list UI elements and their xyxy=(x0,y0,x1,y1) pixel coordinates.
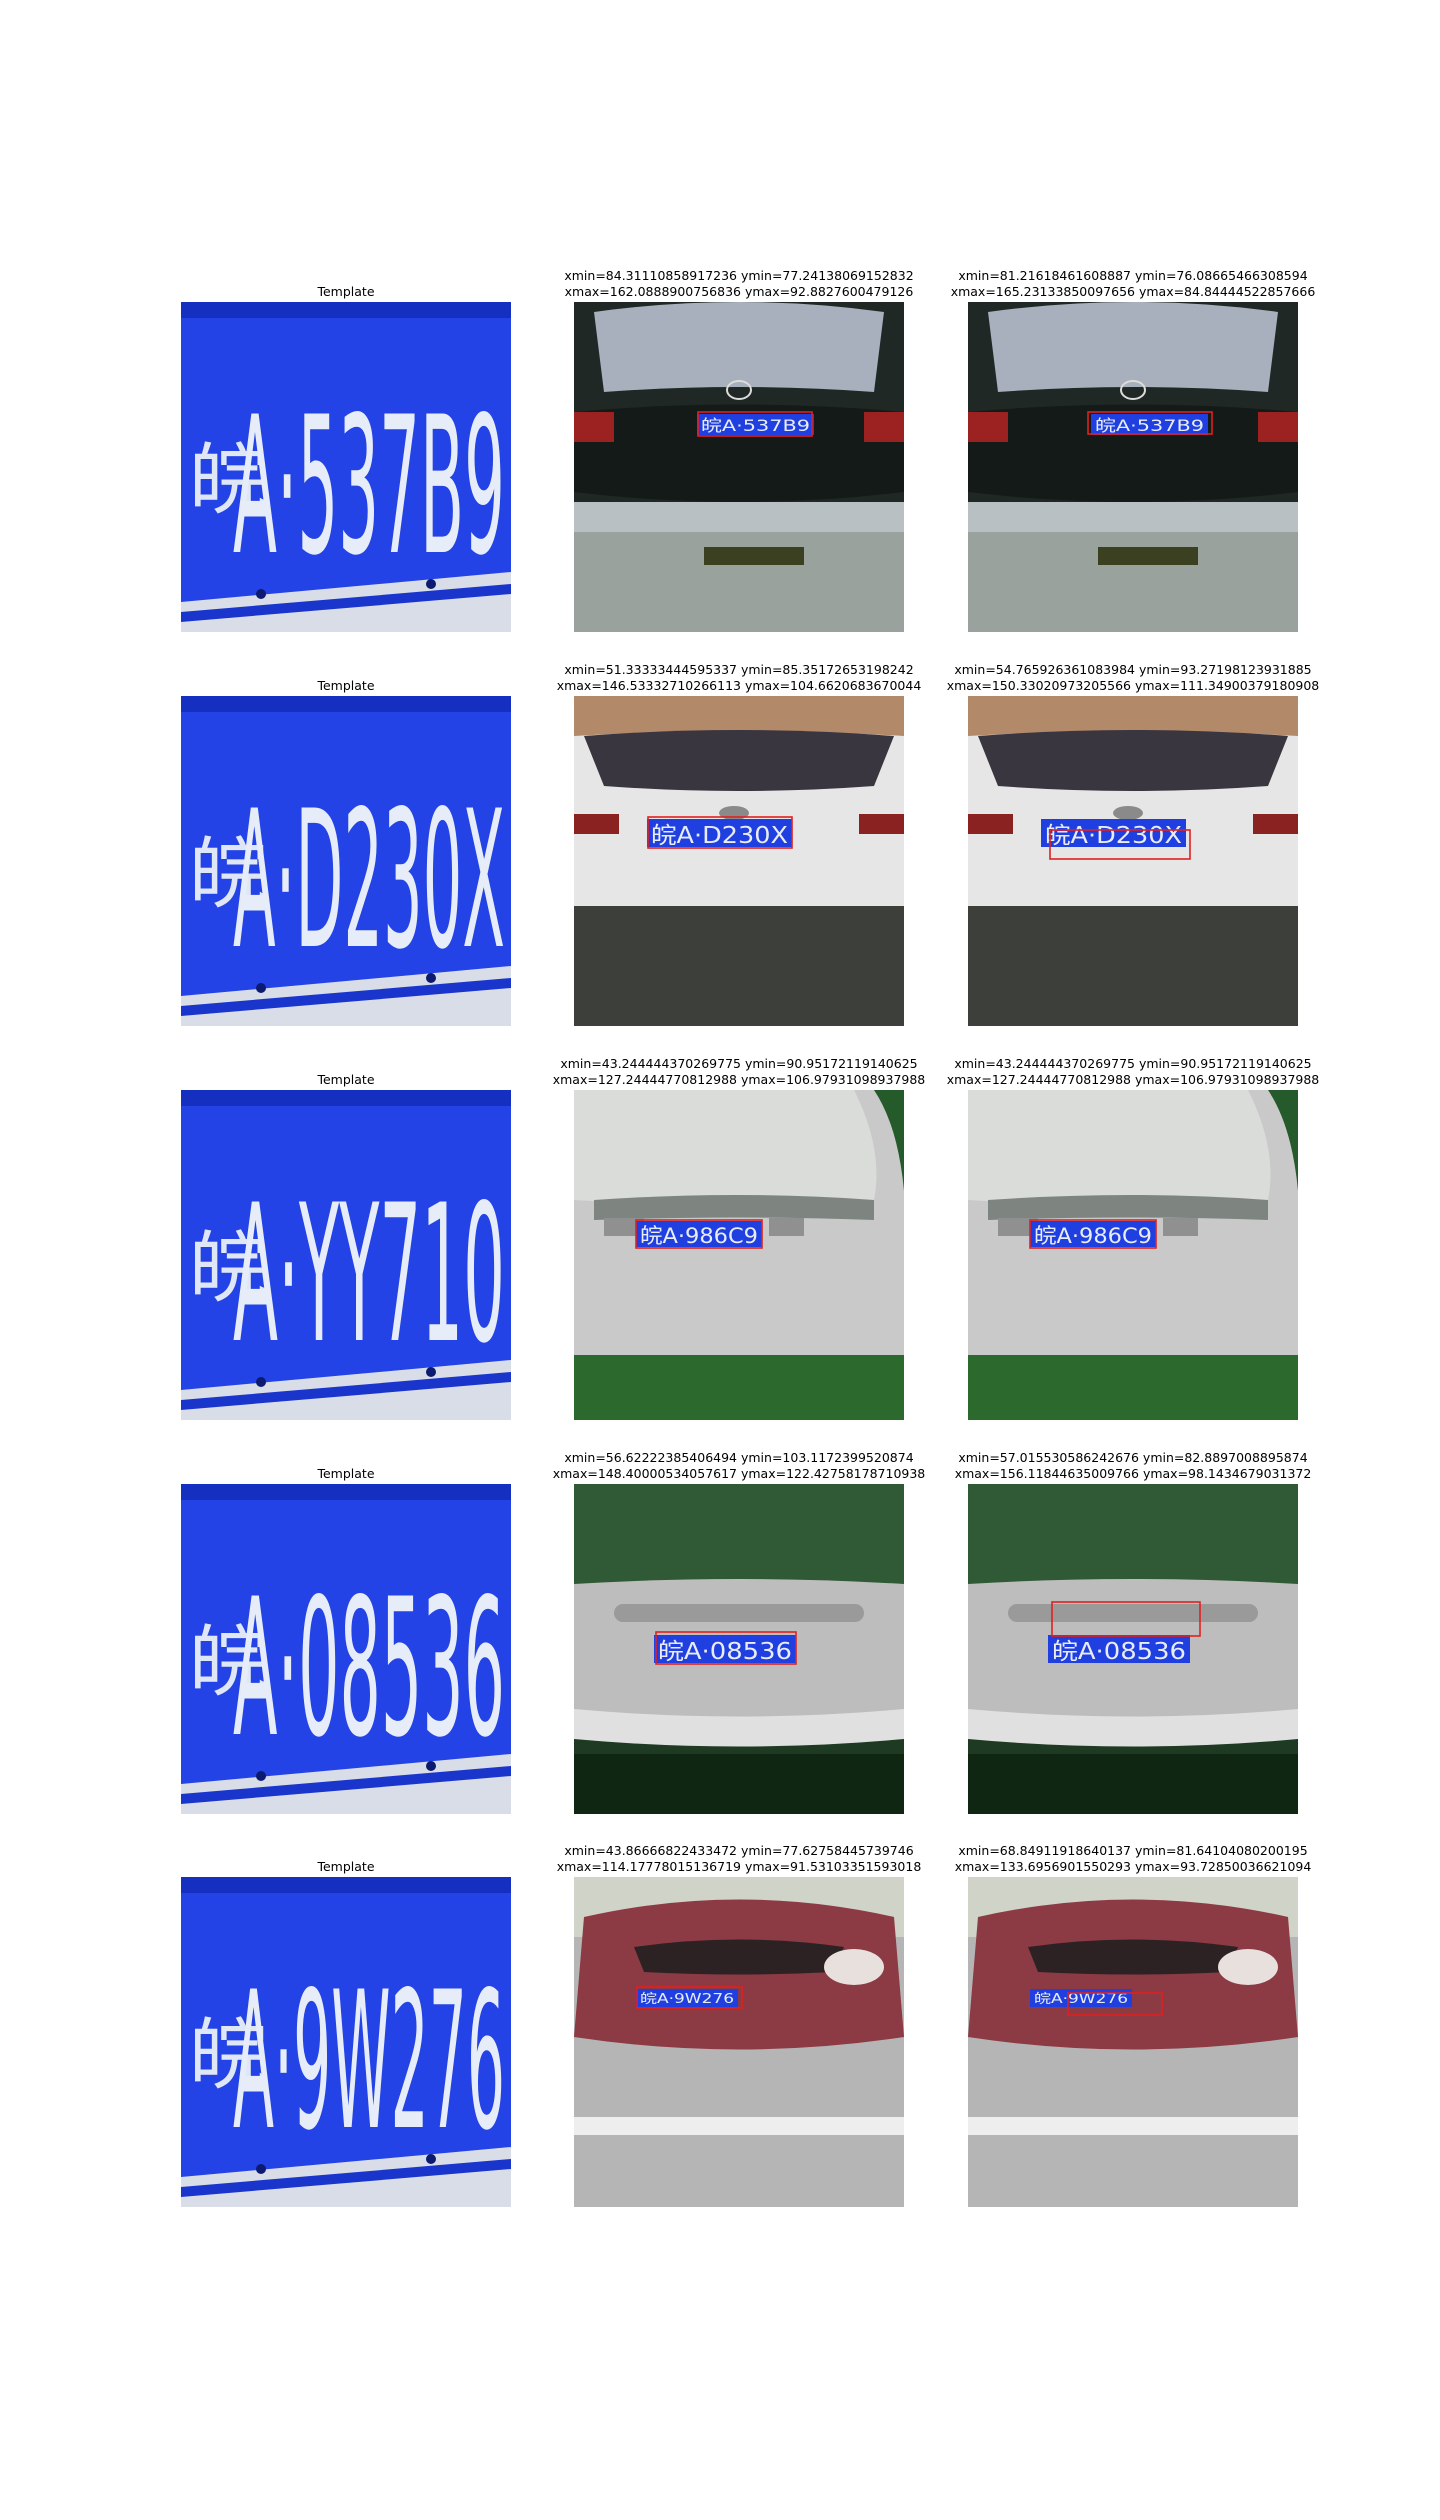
left-detection-panel: xmin=43.86666822433472 ymin=77.627584457… xyxy=(574,1877,904,2207)
caption-line: xmin=54.765926361083984 ymin=93.27198123… xyxy=(908,662,1358,678)
caption-line: xmax=148.40000534057617 ymax=122.4275817… xyxy=(514,1466,964,1482)
caption-line: Template xyxy=(121,678,571,694)
car-photo: 皖A·986C9 xyxy=(574,1090,904,1420)
caption-line: xmin=81.21618461608887 ymin=76.086654663… xyxy=(908,268,1358,284)
panel-caption: xmin=56.62222385406494 ymin=103.11723995… xyxy=(514,1450,964,1482)
plate-text: 皖A·08536 xyxy=(1052,1639,1186,1665)
caption-line: xmin=56.62222385406494 ymin=103.11723995… xyxy=(514,1450,964,1466)
plate-characters: A·9W276 xyxy=(233,1951,505,2172)
plate-text: 皖A·9W276 xyxy=(1034,1992,1128,2007)
caption-line: xmax=127.24444770812988 ymax=106.9793109… xyxy=(908,1072,1358,1088)
plate-text: 皖A·537B9 xyxy=(701,416,810,435)
template-panel: Template 皖 A·9W276 xyxy=(181,1877,511,2207)
plate-text: 皖A·986C9 xyxy=(1034,1224,1152,1248)
car-photo: 皖A·537B9 xyxy=(968,302,1298,632)
plate-characters: A·YY710 xyxy=(233,1164,505,1385)
right-detection-panel: xmin=54.765926361083984 ymin=93.27198123… xyxy=(968,696,1298,1026)
template-image: 皖 A·537B9 xyxy=(181,302,511,632)
caption-line: xmin=51.33333444595337 ymin=85.351726531… xyxy=(514,662,964,678)
left-detection-panel: xmin=51.33333444595337 ymin=85.351726531… xyxy=(574,696,904,1026)
caption-line: xmin=84.31110858917236 ymin=77.241380691… xyxy=(514,268,964,284)
car-photo: 皖A·08536 xyxy=(574,1484,904,1814)
caption-line: xmin=68.84911918640137 ymin=81.641040802… xyxy=(908,1843,1358,1859)
caption-line: xmax=146.53332710266113 ymax=104.6620683… xyxy=(514,678,964,694)
template-image: 皖 A·9W276 xyxy=(181,1877,511,2207)
plate-text: 皖A·08536 xyxy=(658,1639,792,1665)
plate-text: 皖A·537B9 xyxy=(1095,416,1204,435)
caption-line: xmax=156.11844635009766 ymax=98.14346790… xyxy=(908,1466,1358,1482)
left-detection-panel: xmin=56.62222385406494 ymin=103.11723995… xyxy=(574,1484,904,1814)
caption-line: xmax=150.33020973205566 ymax=111.3490037… xyxy=(908,678,1358,694)
car-photo: 皖A·D230X xyxy=(574,696,904,1026)
car-photo: 皖A·537B9 xyxy=(574,302,904,632)
template-panel: Template 皖 A·YY710 xyxy=(181,1090,511,1420)
panel-caption: Template xyxy=(121,1859,571,1875)
car-photo: 皖A·986C9 xyxy=(968,1090,1298,1420)
plate-characters: A·08536 xyxy=(233,1558,505,1779)
panel-caption: Template xyxy=(121,1072,571,1088)
panel-caption: xmin=51.33333444595337 ymin=85.351726531… xyxy=(514,662,964,694)
caption-line: xmax=114.17778015136719 ymax=91.53103351… xyxy=(514,1859,964,1875)
car-photo: 皖A·D230X xyxy=(968,696,1298,1026)
template-image: 皖 A·08536 xyxy=(181,1484,511,1814)
template-image: 皖 A·YY710 xyxy=(181,1090,511,1420)
caption-line: xmin=43.86666822433472 ymin=77.627584457… xyxy=(514,1843,964,1859)
panel-caption: Template xyxy=(121,284,571,300)
template-panel: Template 皖 A·08536 xyxy=(181,1484,511,1814)
panel-caption: Template xyxy=(121,678,571,694)
panel-caption: xmin=81.21618461608887 ymin=76.086654663… xyxy=(908,268,1358,300)
caption-line: xmin=43.244444370269775 ymin=90.95172119… xyxy=(514,1056,964,1072)
panel-caption: xmin=68.84911918640137 ymin=81.641040802… xyxy=(908,1843,1358,1875)
right-detection-panel: xmin=43.244444370269775 ymin=90.95172119… xyxy=(968,1090,1298,1420)
right-detection-panel: xmin=57.01553058624267​6 ymin=82.8897008… xyxy=(968,1484,1298,1814)
plate-text: 皖A·9W276 xyxy=(640,1992,734,2007)
template-panel: Template 皖 A·D230X xyxy=(181,696,511,1026)
panel-caption: xmin=54.765926361083984 ymin=93.27198123… xyxy=(908,662,1358,694)
panel-caption: xmin=43.244444370269775 ymin=90.95172119… xyxy=(908,1056,1358,1088)
caption-line: Template xyxy=(121,1859,571,1875)
left-detection-panel: xmin=43.244444370269775 ymin=90.95172119… xyxy=(574,1090,904,1420)
caption-line: xmax=165.23133850097656 ymax=84.84444522… xyxy=(908,284,1358,300)
caption-line: Template xyxy=(121,1466,571,1482)
panel-caption: xmin=57.01553058624267​6 ymin=82.8897008… xyxy=(908,1450,1358,1482)
left-detection-panel: xmin=84.31110858917236 ymin=77.241380691… xyxy=(574,302,904,632)
plate-characters: A·537B9 xyxy=(233,376,505,597)
caption-line: Template xyxy=(121,284,571,300)
right-detection-panel: xmin=68.84911918640137 ymin=81.641040802… xyxy=(968,1877,1298,2207)
car-photo: 皖A·08536 xyxy=(968,1484,1298,1814)
panel-caption: xmin=84.31110858917236 ymin=77.241380691… xyxy=(514,268,964,300)
panel-caption: Template xyxy=(121,1466,571,1482)
caption-line: xmin=43.244444370269775 ymin=90.95172119… xyxy=(908,1056,1358,1072)
plate-text: 皖A·D230X xyxy=(1045,823,1182,849)
caption-line: xmax=133.6956901550293 ymax=93.728500366… xyxy=(908,1859,1358,1875)
plate-characters: A·D230X xyxy=(233,770,505,991)
caption-line: xmin=57.01553058624267​6 ymin=82.8897008… xyxy=(908,1450,1358,1466)
caption-line: Template xyxy=(121,1072,571,1088)
car-photo: 皖A·9W276 xyxy=(574,1877,904,2207)
template-image: 皖 A·D230X xyxy=(181,696,511,1026)
caption-line: xmax=127.24444770812988 ymax=106.9793109… xyxy=(514,1072,964,1088)
caption-line: xmax=162.0888900756836 ymax=92.882760047… xyxy=(514,284,964,300)
plate-text: 皖A·D230X xyxy=(651,823,788,849)
plate-text: 皖A·986C9 xyxy=(640,1224,758,1248)
right-detection-panel: xmin=81.21618461608887 ymin=76.086654663… xyxy=(968,302,1298,632)
template-panel: Template 皖 A·537B9 xyxy=(181,302,511,632)
car-photo: 皖A·9W276 xyxy=(968,1877,1298,2207)
panel-caption: xmin=43.86666822433472 ymin=77.627584457… xyxy=(514,1843,964,1875)
panel-caption: xmin=43.244444370269775 ymin=90.95172119… xyxy=(514,1056,964,1088)
